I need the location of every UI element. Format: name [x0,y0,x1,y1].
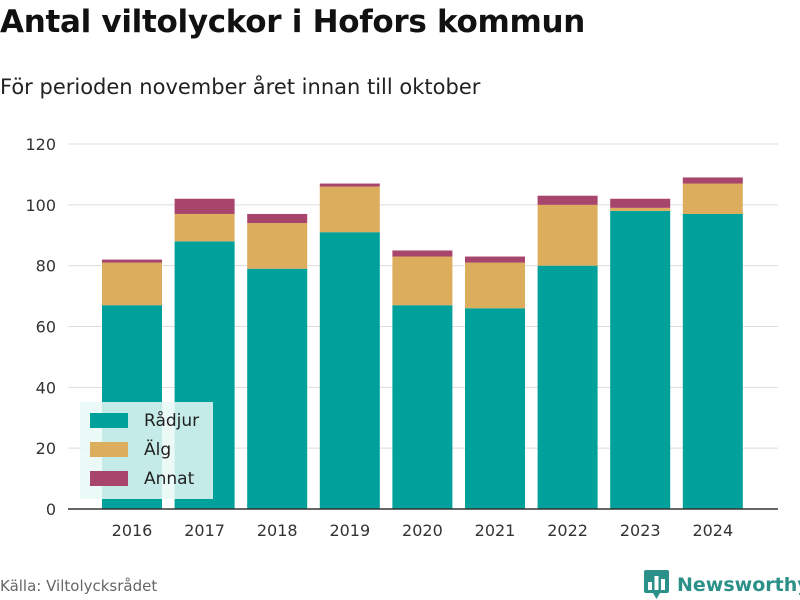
y-tick-label: 80 [36,257,56,276]
x-tick-label: 2018 [257,521,298,540]
y-tick-label: 20 [36,439,56,458]
legend-label-radjur: Rådjur [144,410,200,431]
x-tick-label: 2021 [475,521,516,540]
bar-segment [392,305,453,509]
bar-segment [319,183,380,187]
y-tick-label: 100 [25,196,56,215]
chart-subtitle: För perioden november året innan till ok… [0,75,481,99]
bar-segment [537,195,598,205]
x-tick-label: 2019 [329,521,370,540]
bar-chart-icon [644,570,669,599]
legend-item-alg: Älg [90,435,199,464]
legend-swatch-alg [90,442,128,457]
x-tick-label: 2016 [112,521,153,540]
y-tick-label: 60 [36,318,56,337]
bar-segment [682,177,743,184]
bar-segment [465,256,525,263]
x-tick-label: 2022 [547,521,588,540]
x-tick-label: 2020 [402,521,443,540]
legend-item-annat: Annat [90,464,199,493]
bar-segment [247,213,308,224]
bar-segment [319,186,380,233]
bar-segment [682,213,743,510]
x-tick-label: 2024 [692,521,733,540]
legend-swatch-annat [90,471,128,486]
bar-segment [102,262,162,306]
bar-segment [610,210,671,509]
brand-logo: Newsworthy [644,570,800,599]
legend-label-annat: Annat [144,468,195,489]
source-note: Källa: Viltolycksrådet [0,577,158,595]
bar-segment [610,207,671,211]
brand-name: Newsworthy [677,573,800,596]
bar-segment [682,183,743,214]
bar-segment [174,198,235,214]
bar-segment [102,259,162,263]
legend-label-alg: Älg [144,439,172,460]
y-tick-label: 0 [46,500,56,519]
x-tick-label: 2023 [620,521,661,540]
bar-segment [537,265,598,509]
bar-segment [465,262,525,309]
bar-segment [610,198,671,208]
chart-legend: Rådjur Älg Annat [80,402,214,499]
legend-item-radjur: Rådjur [90,406,199,435]
chart-title: Antal viltolyckor i Hofors kommun [0,4,586,40]
bar-segment [465,308,525,509]
bar-segment [247,268,308,509]
y-tick-label: 120 [25,135,56,154]
bar-segment [174,213,235,242]
y-tick-label: 40 [36,378,56,397]
bar-segment [247,223,308,269]
x-tick-label: 2017 [184,521,225,540]
legend-swatch-radjur [90,413,128,428]
bar-segment [392,250,453,257]
bar-segment [392,256,453,306]
bar-segment [537,204,598,266]
bar-segment [319,232,380,510]
